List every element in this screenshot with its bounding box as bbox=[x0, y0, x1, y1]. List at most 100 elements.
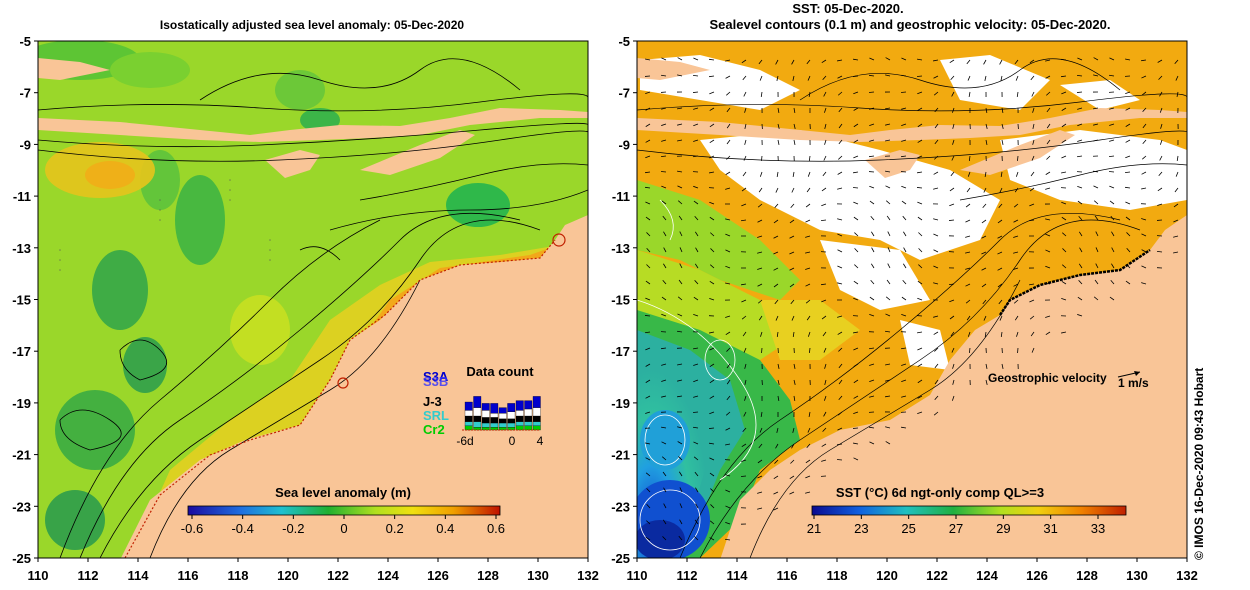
velocity-arrow bbox=[777, 107, 780, 113]
velocity-arrow bbox=[884, 330, 891, 333]
velocity-arrow bbox=[757, 203, 763, 208]
velocity-arrow bbox=[725, 331, 731, 336]
data-count-inset: Data count S3A S3B J-3 SRL Cr2 -6d 0 4 bbox=[423, 364, 544, 448]
velocity-arrow bbox=[1001, 363, 1004, 369]
velocity-arrow bbox=[837, 187, 843, 190]
velocity-arrow bbox=[1032, 139, 1035, 145]
velocity-arrow bbox=[823, 347, 827, 353]
x-tick-label: 120 bbox=[277, 568, 299, 583]
velocity-arrow bbox=[902, 215, 907, 221]
velocity-arrow bbox=[934, 123, 939, 129]
velocity-arrow bbox=[1141, 265, 1147, 269]
x-tick-label: 118 bbox=[228, 568, 249, 583]
velocity-arrow bbox=[743, 347, 747, 353]
velocity-arrow bbox=[777, 123, 780, 129]
velocity-arrow bbox=[949, 187, 955, 192]
velocity-arrow bbox=[949, 299, 955, 303]
velocity-arrow bbox=[917, 363, 923, 367]
velocity-arrow bbox=[917, 411, 923, 414]
velocity-arrow bbox=[885, 139, 891, 142]
velocity-arrow bbox=[885, 123, 891, 126]
velocity-arrow bbox=[917, 347, 923, 351]
velocity-arrow bbox=[789, 267, 795, 271]
velocity-arrow bbox=[917, 58, 923, 61]
velocity-arrow bbox=[661, 296, 667, 301]
velocity-arrow bbox=[917, 331, 923, 334]
velocity-arrow bbox=[821, 187, 827, 192]
velocity-arrow bbox=[806, 59, 811, 65]
velocity-arrow bbox=[1141, 91, 1147, 96]
velocity-arrow bbox=[821, 203, 827, 207]
velocity-arrow bbox=[1045, 171, 1051, 175]
velocity-arrow bbox=[805, 299, 811, 304]
velocity-arrow bbox=[1157, 59, 1163, 63]
velocity-arrow bbox=[1109, 139, 1115, 142]
velocity-arrow bbox=[679, 519, 683, 525]
sat-label-s3a: S3A bbox=[423, 369, 449, 384]
velocity-arrow bbox=[853, 331, 859, 334]
velocity-arrow bbox=[853, 216, 859, 221]
velocity-arrow bbox=[791, 315, 795, 321]
velocity-arrow bbox=[740, 219, 747, 222]
x-tick-label: 110 bbox=[627, 568, 648, 583]
colorbar-tick-label: 21 bbox=[807, 521, 821, 536]
count-bar-segment bbox=[507, 422, 516, 428]
sat-legend: S3A S3B J-3 SRL Cr2 bbox=[423, 369, 449, 437]
velocity-arrow bbox=[917, 139, 923, 143]
velocity-arrow bbox=[868, 74, 875, 77]
velocity-arrow bbox=[1126, 264, 1131, 269]
velocity-arrow bbox=[1176, 155, 1179, 162]
velocity-arrow bbox=[1077, 314, 1083, 317]
velocity-arrow bbox=[983, 315, 987, 321]
x-tick-label: 118 bbox=[827, 568, 848, 583]
velocity-arrow bbox=[757, 459, 763, 464]
velocity-arrow bbox=[726, 107, 731, 113]
x-tick-label: 114 bbox=[727, 568, 749, 583]
velocity-arrow bbox=[985, 379, 988, 385]
velocity-arrow bbox=[1141, 75, 1147, 79]
velocity-arrow bbox=[823, 411, 827, 417]
velocity-arrow bbox=[871, 247, 875, 253]
velocity-arrow bbox=[900, 347, 907, 350]
velocity-arrow bbox=[1077, 200, 1083, 205]
velocity-arrow bbox=[1045, 331, 1051, 336]
velocity-arrow bbox=[917, 171, 923, 174]
velocity-arrow bbox=[725, 411, 731, 416]
velocity-arrow bbox=[726, 139, 731, 145]
velocity-arrow bbox=[853, 91, 859, 95]
velocity-arrow bbox=[773, 235, 779, 239]
velocity-arrow bbox=[997, 267, 1003, 271]
velocity-arrow bbox=[933, 75, 939, 79]
velocity-arrow bbox=[805, 203, 811, 208]
velocity-arrow bbox=[901, 200, 907, 205]
velocity-arrow bbox=[710, 248, 715, 253]
velocity-arrow bbox=[901, 426, 907, 429]
velocity-arrow bbox=[981, 235, 987, 239]
count-bar-segment bbox=[515, 400, 524, 411]
velocity-arrow bbox=[1013, 235, 1019, 238]
velocity-arrow bbox=[853, 201, 859, 205]
colorbar-tick-label: -0.6 bbox=[181, 521, 203, 536]
velocity-arrow bbox=[1030, 171, 1035, 177]
velocity-arrow bbox=[885, 185, 891, 189]
velocity-arrow bbox=[869, 139, 875, 142]
velocity-arrow bbox=[853, 280, 859, 285]
velocity-arrow bbox=[793, 123, 796, 129]
velocity-arrow bbox=[997, 235, 1003, 239]
velocity-arrow bbox=[645, 123, 651, 127]
count-bar-segment bbox=[464, 425, 473, 431]
velocity-arrow bbox=[869, 185, 875, 189]
velocity-arrow bbox=[694, 263, 699, 269]
velocity-arrow bbox=[950, 171, 955, 177]
velocity-arrow bbox=[1032, 107, 1035, 113]
velocity-arrow bbox=[934, 107, 939, 113]
velocity-arrow bbox=[901, 379, 907, 382]
velocity-arrow bbox=[837, 282, 843, 285]
velocity-arrow bbox=[933, 218, 939, 221]
velocity-arrow bbox=[790, 203, 795, 209]
velocity-arrow bbox=[709, 411, 715, 415]
velocity-arrow bbox=[725, 315, 731, 318]
velocity-arrow bbox=[661, 426, 667, 429]
velocity-arrow bbox=[645, 347, 651, 351]
